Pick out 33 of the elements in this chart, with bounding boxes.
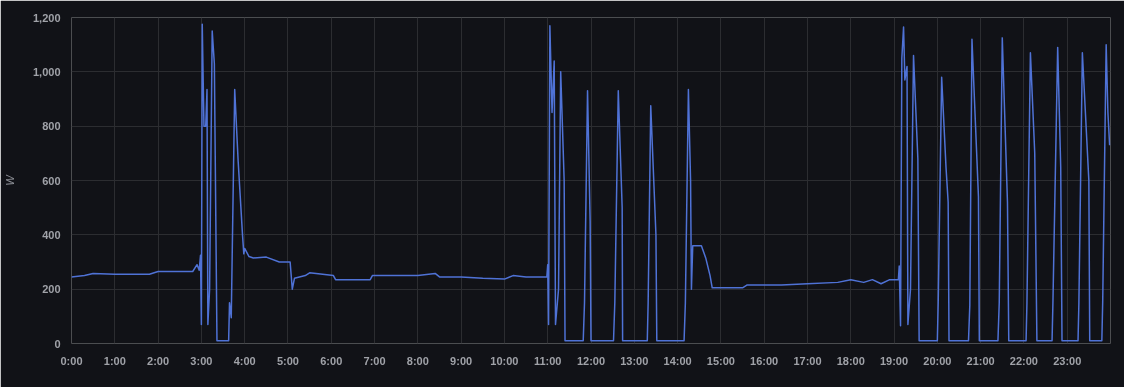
x-tick-label: 4:00 xyxy=(233,354,256,367)
x-tick-label: 9:00 xyxy=(450,354,473,367)
y-axis-title: W xyxy=(3,173,16,186)
y-tick-label: 1,200 xyxy=(32,11,61,24)
x-tick-label: 17:00 xyxy=(793,354,822,367)
x-tick-label: 15:00 xyxy=(706,354,735,367)
y-tick-label: 600 xyxy=(42,174,61,187)
x-tick-label: 1:00 xyxy=(103,354,126,367)
x-tick-label: 14:00 xyxy=(663,354,692,367)
x-tick-label: 23:00 xyxy=(1053,354,1082,367)
x-tick-label: 10:00 xyxy=(490,354,519,367)
line-series xyxy=(71,23,1111,342)
x-tick-label: 3:00 xyxy=(190,354,213,367)
y-tick-label: 1,000 xyxy=(32,65,61,78)
y-tick-label: 0 xyxy=(54,337,61,350)
x-tick-label: 16:00 xyxy=(750,354,779,367)
x-tick-label: 7:00 xyxy=(363,354,386,367)
x-tick-label: 19:00 xyxy=(879,354,909,367)
x-tick-label: 13:00 xyxy=(620,354,649,367)
x-tick-label: 0:00 xyxy=(60,354,83,367)
x-tick-label: 18:00 xyxy=(836,354,865,367)
x-tick-label: 12:00 xyxy=(576,354,606,367)
x-tick-label: 2:00 xyxy=(147,354,170,367)
x-tick-label: 21:00 xyxy=(966,354,995,367)
y-tick-label: 200 xyxy=(42,283,61,296)
y-tick-label: 800 xyxy=(42,120,61,133)
x-tick-label: 8:00 xyxy=(406,354,429,367)
x-tick-label: 20:00 xyxy=(923,354,952,367)
x-tick-label: 6:00 xyxy=(320,354,343,367)
y-tick-label: 400 xyxy=(42,228,61,241)
x-tick-label: 5:00 xyxy=(276,354,299,367)
x-tick-label: 22:00 xyxy=(1009,354,1038,367)
x-tick-label: 11:00 xyxy=(533,354,562,367)
